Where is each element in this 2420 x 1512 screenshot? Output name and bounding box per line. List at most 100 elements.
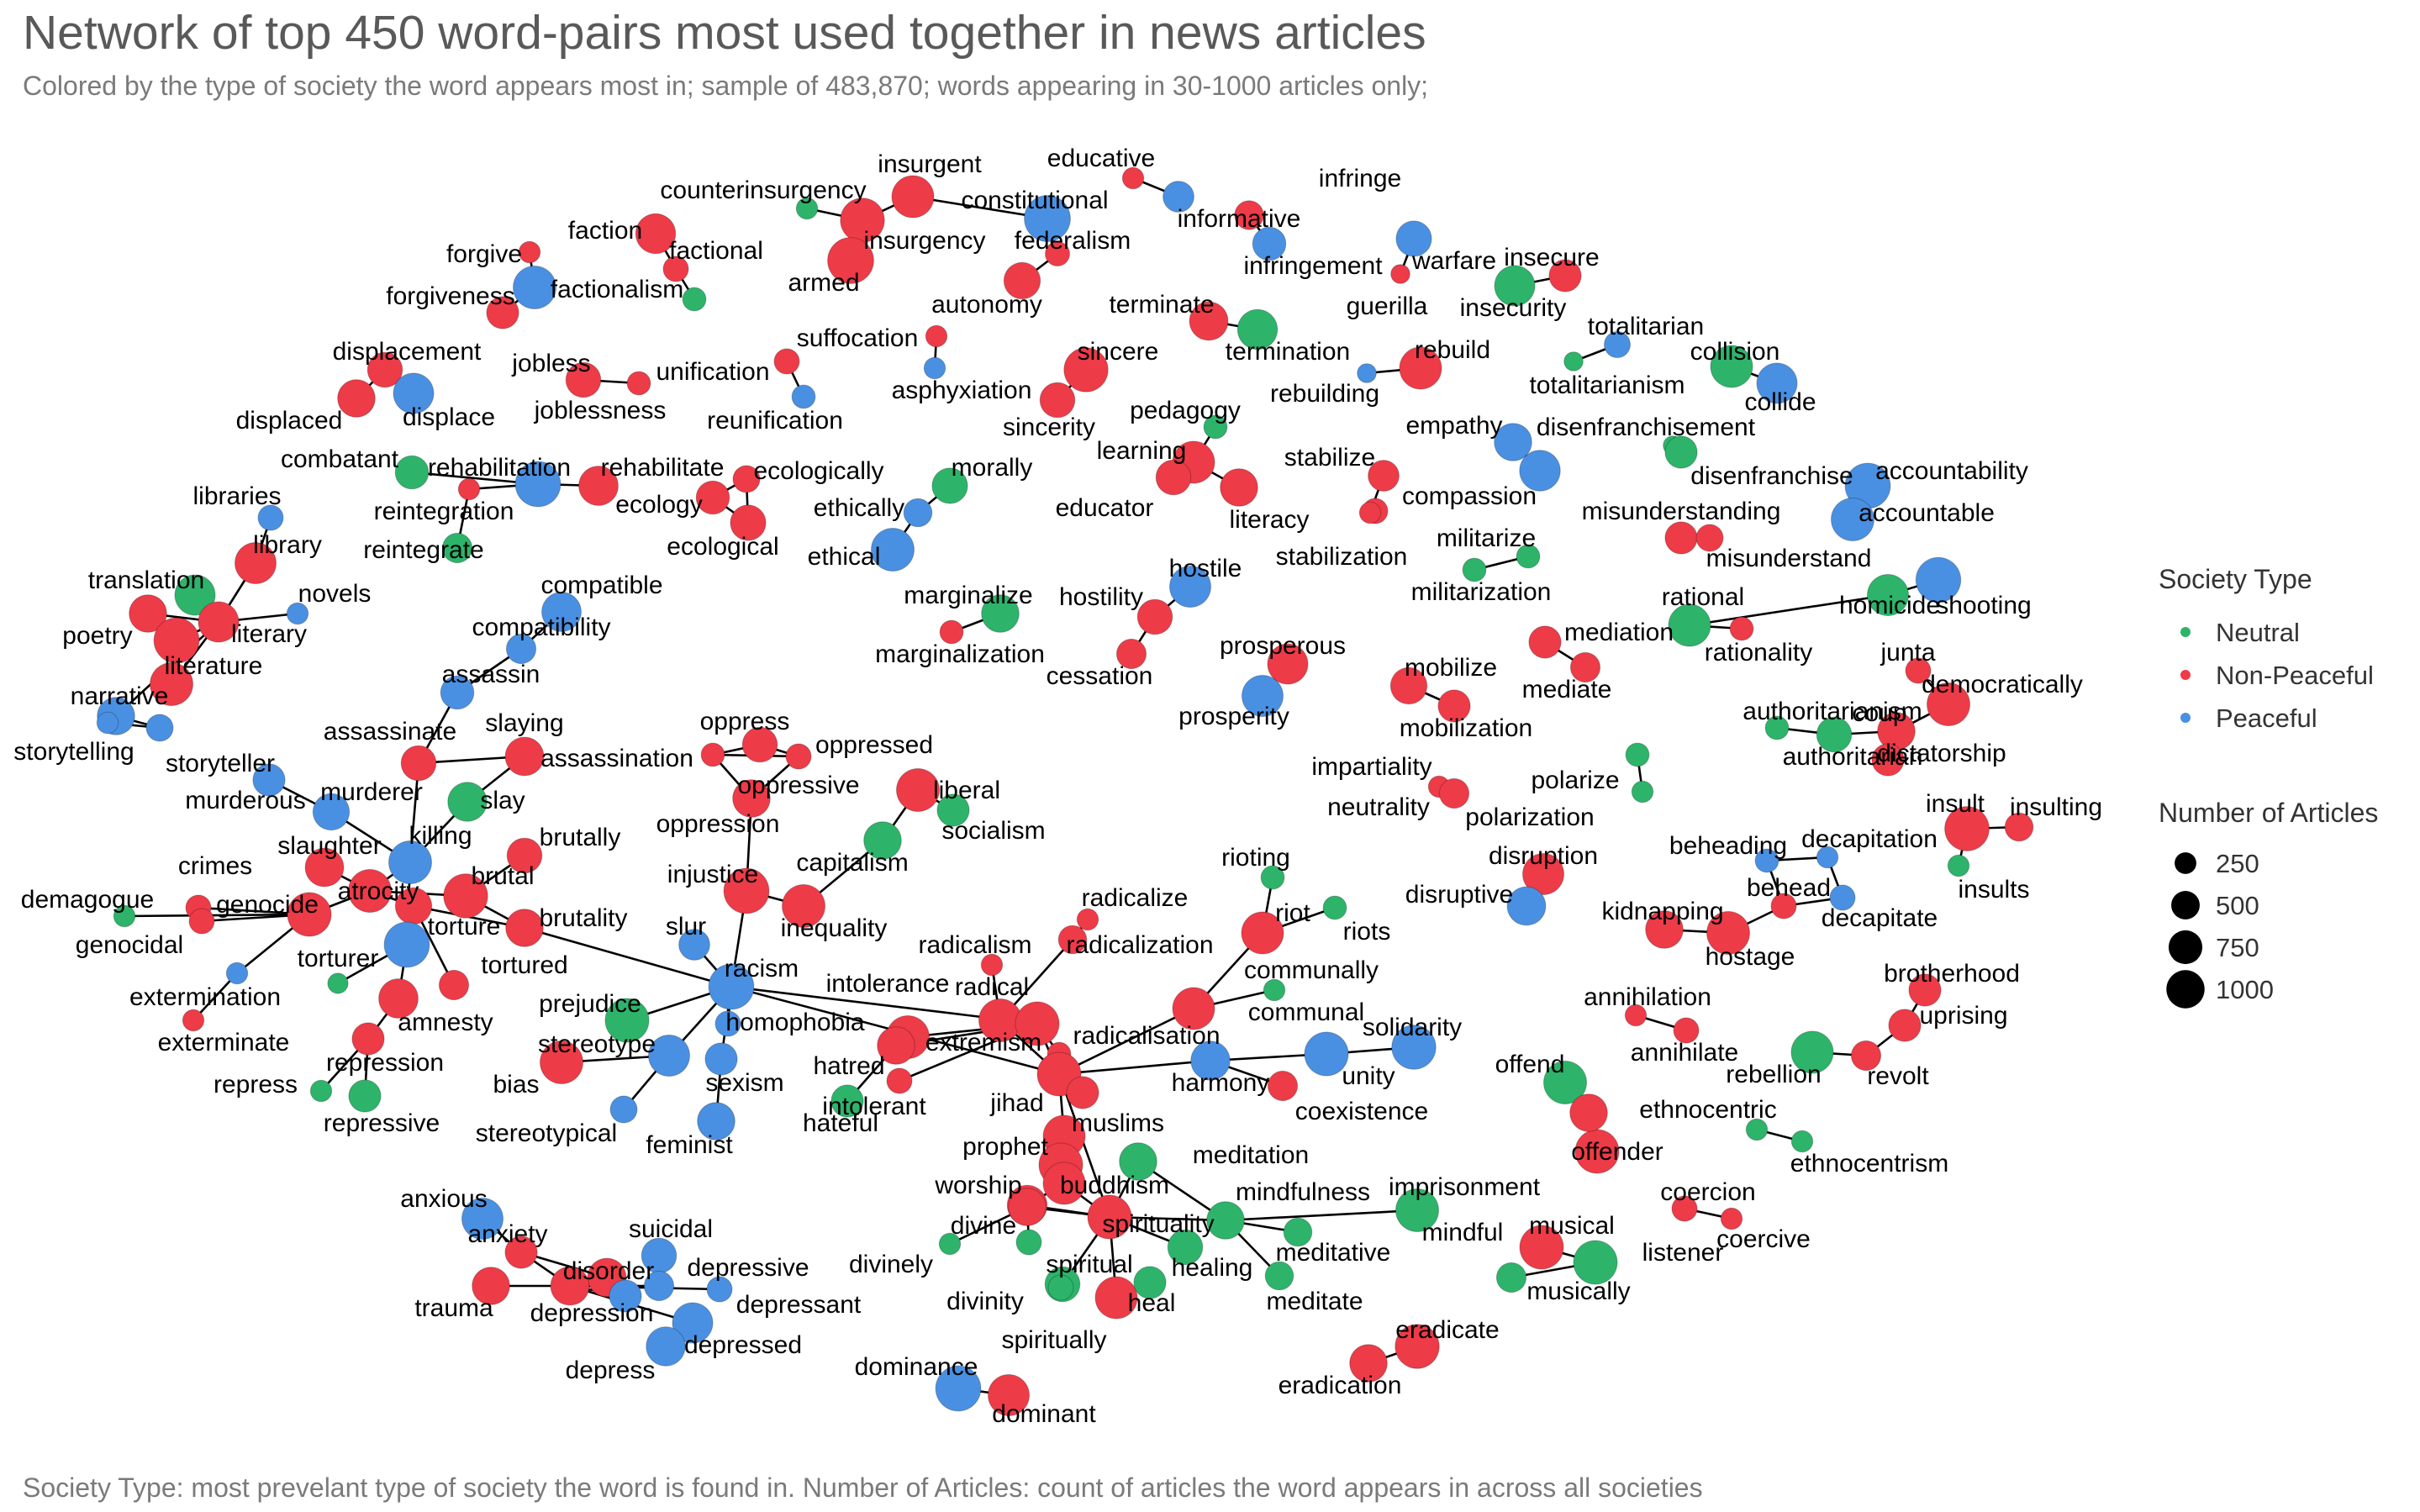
node-label-insecure: insecure	[1504, 244, 1599, 271]
node-educative	[1121, 166, 1145, 190]
node-label-exterminate: exterminate	[158, 1029, 290, 1056]
legend-size-250-marker	[2175, 852, 2196, 874]
node-label-armed: armed	[788, 269, 859, 297]
node-label-federalism: federalism	[1015, 227, 1131, 255]
node-slur	[678, 929, 710, 961]
node-meditative	[1283, 1217, 1313, 1247]
node-totalitarianism	[1563, 351, 1584, 371]
node-depressant	[706, 1276, 733, 1303]
node-shooting	[1915, 556, 1962, 603]
node-trauma	[472, 1267, 510, 1305]
node-heal	[1094, 1276, 1138, 1320]
node-label-guerilla: guerilla	[1347, 292, 1428, 320]
node-label-worship: worship	[934, 1172, 1021, 1199]
node-label-ethnocentric: ethnocentric	[1639, 1096, 1776, 1124]
node-label-rioting: rioting	[1221, 844, 1290, 872]
node-label-marginalization: marginalization	[875, 640, 1045, 668]
node-label-depressed: depressed	[684, 1331, 802, 1359]
node-label-slay: slay	[480, 787, 525, 814]
node-label-disruption: disruption	[1489, 842, 1598, 870]
node-rehabilitation	[514, 461, 562, 508]
node-label-learning: learning	[1097, 437, 1187, 465]
node-label-infringement: infringement	[1243, 252, 1383, 280]
node-informative	[1163, 181, 1194, 213]
node-label-cessation: cessation	[1047, 662, 1153, 690]
node-label-jihad: jihad	[989, 1089, 1043, 1117]
node-radicalism	[980, 953, 1004, 977]
node-label-offend: offend	[1495, 1051, 1565, 1078]
node-ethical	[871, 528, 915, 572]
node-riots	[1322, 895, 1347, 920]
node-label-communal: communal	[1248, 998, 1364, 1026]
node-label-neutrality: neutrality	[1327, 793, 1430, 821]
node-mobilize	[1389, 666, 1428, 705]
node-prosperity	[1242, 675, 1284, 717]
node-label-insult: insult	[1926, 790, 1985, 818]
node-label-rehabilitation: rehabilitation	[428, 454, 571, 482]
legend-nonpeaceful-label: Non-Peaceful	[2216, 661, 2374, 690]
node-label-buddhism: buddhism	[1060, 1172, 1169, 1199]
node-intolerant	[830, 1084, 864, 1118]
node-sincere	[1063, 347, 1109, 392]
node-label-bias: bias	[493, 1071, 539, 1098]
legend-neutral-label: Neutral	[2216, 618, 2300, 647]
node-library	[235, 542, 277, 584]
node-novels	[286, 602, 309, 625]
node-label-oppressive: oppressive	[737, 772, 859, 799]
node-counterinsurgency	[795, 197, 819, 220]
node-label-prophet: prophet	[962, 1133, 1048, 1161]
node-label-factionalism: factionalism	[551, 276, 683, 303]
node-harmony	[1190, 1040, 1231, 1081]
node-label-stereotype: stereotype	[538, 1030, 656, 1058]
node-joblessness	[626, 371, 651, 396]
node-label-unification: unification	[656, 358, 769, 386]
node-buddhism	[1042, 1162, 1086, 1205]
node-stereotypical	[609, 1095, 638, 1124]
legend-color-title: Society Type	[2159, 564, 2312, 594]
node-label-combatant: combatant	[281, 445, 399, 473]
node-divinely	[938, 1232, 962, 1256]
node-literacy	[1220, 468, 1258, 507]
node-authoritarianism	[1764, 715, 1790, 740]
node-label-eradication: eradication	[1279, 1372, 1402, 1399]
node-label-intolerance: intolerance	[826, 970, 950, 998]
node-ecological	[730, 504, 767, 541]
edge-rational-homicide	[1689, 593, 1889, 627]
node-depressive	[643, 1270, 675, 1302]
node-label-extremism: extremism	[925, 1029, 1041, 1056]
node-armed	[827, 237, 874, 284]
node-label-trauma: trauma	[414, 1294, 493, 1322]
node-oppress	[700, 742, 725, 767]
node-solidarity	[1391, 1025, 1437, 1070]
node-label-insulting: insulting	[2010, 793, 2102, 821]
node-uprising	[1888, 1009, 1922, 1042]
node-label-displace: displace	[403, 403, 495, 431]
node-label-behead: behead	[1747, 874, 1831, 902]
node-compatibility	[505, 633, 537, 665]
node-liberal	[896, 768, 940, 812]
node-label-assassination: assassination	[540, 745, 693, 772]
node-label-ethical: ethical	[808, 543, 881, 571]
node-empathy	[1494, 423, 1532, 461]
node-totalitarian	[1604, 331, 1631, 358]
node-label-beheading: beheading	[1669, 832, 1787, 860]
node-label-forgive: forgive	[446, 240, 522, 268]
node-marginalization	[939, 619, 964, 645]
node-label-brutally: brutally	[540, 824, 621, 851]
node-label-radicalization: radicalization	[1066, 931, 1213, 959]
node-label-infringe: infringe	[1319, 165, 1401, 192]
node-decapitate	[1829, 884, 1856, 911]
node-unlabeled3	[150, 662, 193, 706]
node-label-communally: communally	[1244, 956, 1379, 984]
node-spirituality	[1087, 1194, 1132, 1240]
node-label-stereotypical: stereotypical	[476, 1120, 617, 1147]
node-label-rebuilding: rebuilding	[1270, 380, 1379, 408]
node-unlabeled6	[1133, 1266, 1167, 1299]
node-literary	[198, 601, 240, 643]
node-torturer	[383, 921, 430, 968]
node-annihilation	[1624, 1004, 1648, 1027]
node-label-mindfulness: mindfulness	[1236, 1178, 1370, 1206]
legend-size-750-label: 750	[2216, 933, 2259, 962]
node-label-racism: racism	[725, 955, 799, 983]
nodes-layer	[96, 166, 2034, 1416]
